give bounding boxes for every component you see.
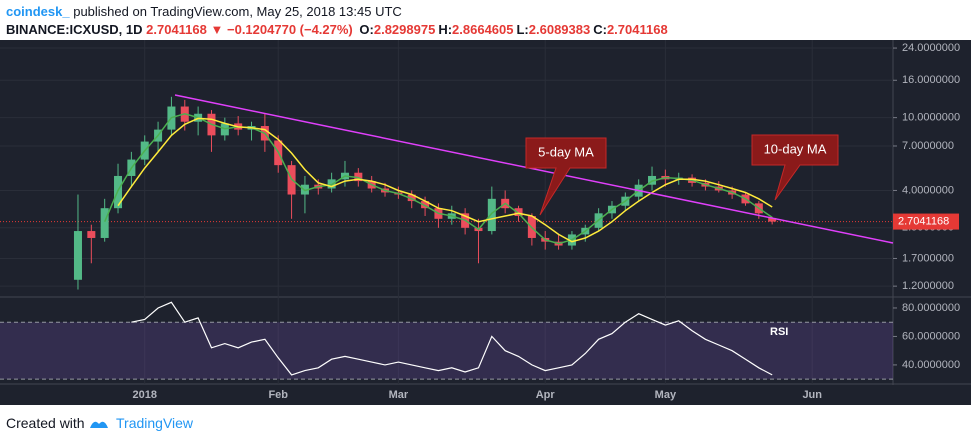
y-tick-label: 24.0000000 [902,42,960,54]
rsi-line [131,301,773,376]
ma-line [117,117,773,243]
y-tick-label: 7.0000000 [902,140,954,152]
last-price: 2.7041168 [146,22,207,37]
x-tick-label: Apr [536,389,556,401]
background [0,40,971,405]
publish-info: published on TradingView.com, May 25, 20… [73,4,402,19]
footer: Created with TradingView [0,405,971,440]
header: coindesk_ published on TradingView.com, … [0,0,971,40]
ohlc: O:2.8298975 H:2.8664605 L:2.6089383 C:2.704… [356,22,667,37]
candle-body [514,208,523,217]
callout-10: 10-day MA [751,134,839,201]
y-tick-label: 4.0000000 [902,184,954,196]
candle-body [421,201,430,209]
y-tick-label: 1.2000000 [902,280,954,292]
rsi-band [0,322,893,380]
price-label-box [893,213,959,230]
candle-body [87,231,96,238]
trend-line [174,94,894,244]
x-tick-label: Feb [268,389,288,401]
arrow: ▼ [210,22,224,37]
y-tick-label: 1.7000000 [902,252,954,264]
x-tick-label: Jun [802,389,822,401]
candle-body [73,231,82,280]
publish-line: coindesk_ published on TradingView.com, … [6,4,402,19]
y-tick-label: 80.0000000 [902,302,960,314]
ohlc-value: 2.7041168 [606,22,668,37]
ohlc-label: H: [438,22,453,37]
symbol: BINANCE:ICXUSD, 1D [6,22,143,37]
candle-body [100,208,109,238]
ohlc-value: 2.8298975 [373,22,436,37]
callout-5: 5-day MA [525,137,607,216]
ohlc-label: C: [593,22,607,37]
y-tick-label: 10.0000000 [902,112,960,124]
ma-line [104,113,773,245]
chart: 5-day MA 10-day MA RSI 1.2000000 1.700000… [0,40,971,405]
ohlc-value: 2.8664605 [452,22,514,37]
y-tick-label: 40.0000000 [902,359,960,371]
annotation: 10-day MA [764,141,827,156]
author: coindesk_ [6,4,70,19]
ohlc-label: L: [516,22,529,37]
annotation: 5-day MA [538,144,594,159]
y-tick-label: 60.0000000 [902,330,960,342]
footer-text: Created with [6,415,85,431]
callout-box [525,137,607,216]
symbol-line: BINANCE:ICXUSD, 1D 2.7041168 ▼ −0.120477… [6,22,668,37]
x-tick-label: Mar [389,389,409,401]
logo [90,421,108,428]
callout-box [751,134,839,201]
ohlc-value: 2.6089383 [528,22,591,37]
y-tick-label: 16.0000000 [902,74,960,86]
footer-brand[interactable]: TradingView [116,415,194,431]
x-tick-label: 2018 [132,389,156,401]
candle-body [768,217,777,222]
x-tick-label: May [655,389,677,401]
ohlc-label: O: [359,22,374,37]
price-label: 2.7041168 [898,215,949,227]
candle-body [487,198,496,232]
rsi-label: RSI [770,326,788,338]
change: −0.1204770 (−4.27%) [227,22,353,37]
candle-body [407,194,416,202]
